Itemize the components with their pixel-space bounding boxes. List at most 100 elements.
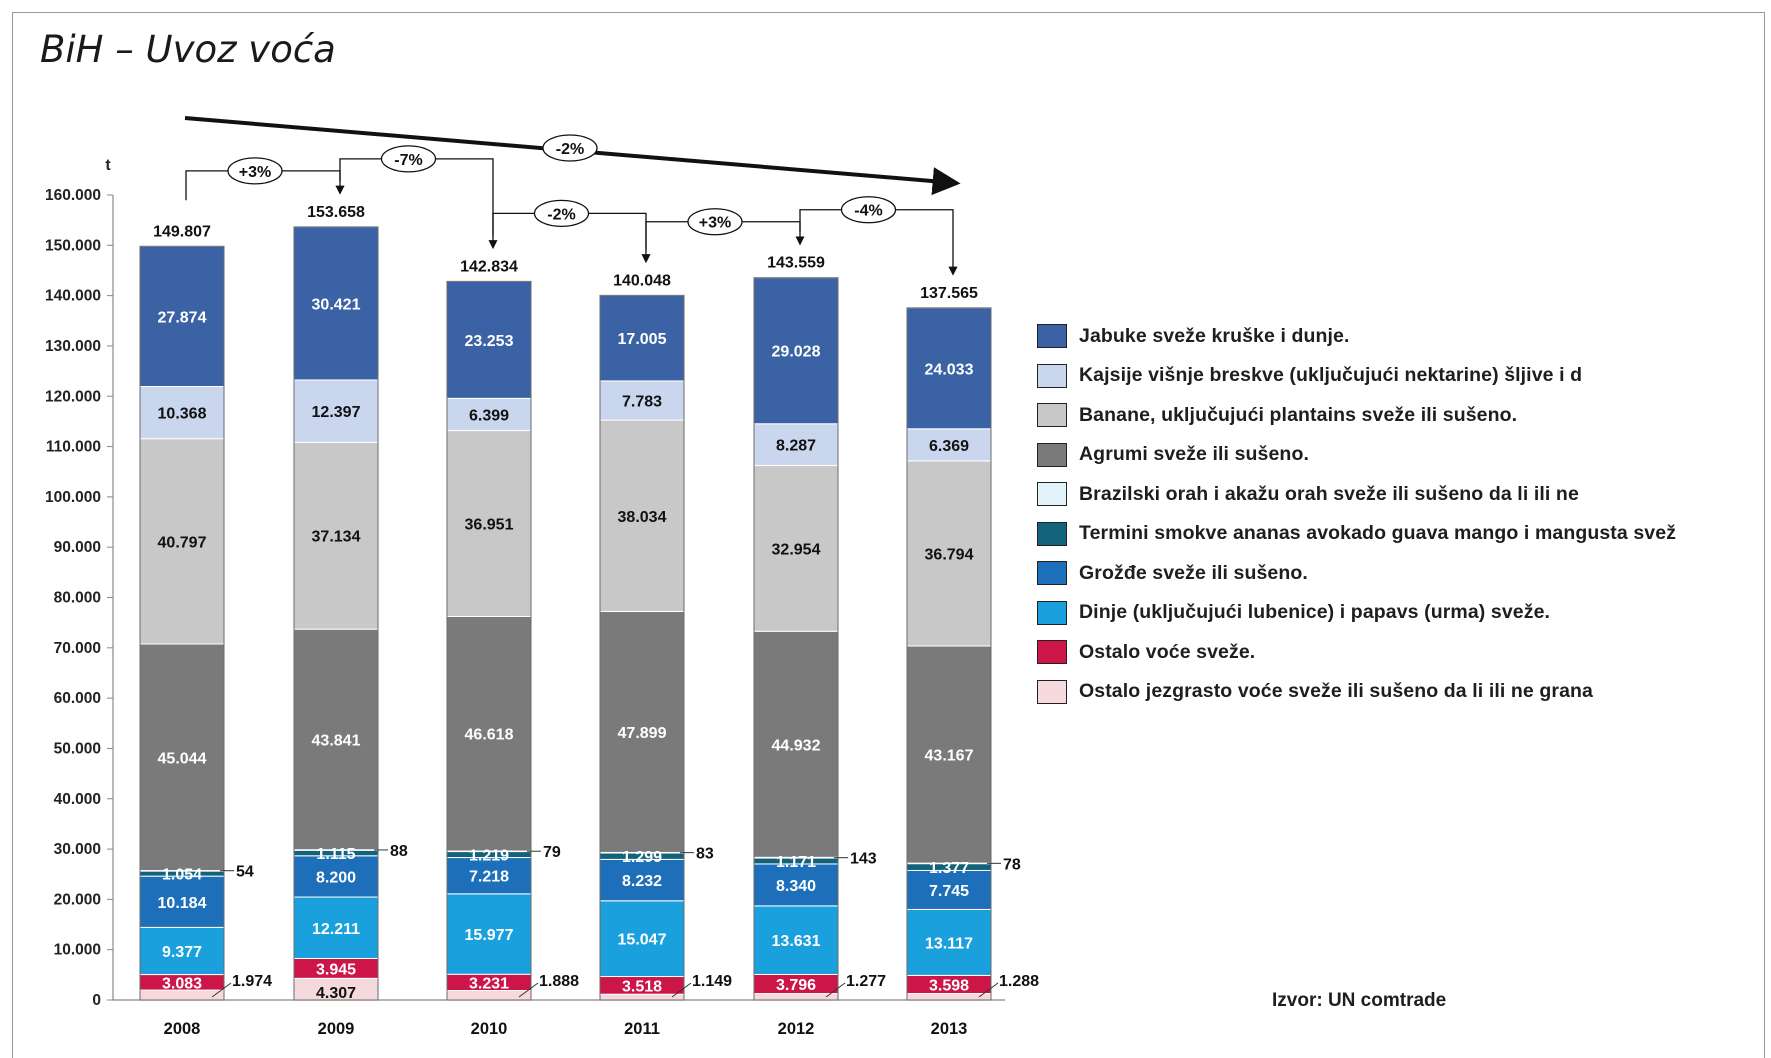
y-tick-label: 160.000 <box>45 187 101 204</box>
bar-value-label: 78 <box>1003 856 1021 873</box>
bar-total-label: 149.807 <box>153 223 211 240</box>
bar-value-label: 15.977 <box>465 927 514 944</box>
bar-outline <box>906 307 992 1001</box>
legend-label: Banane, uključujući plantains sveže ili … <box>1079 403 1518 426</box>
bar-segment <box>599 858 685 902</box>
bar-value-label: 15.047 <box>618 932 667 949</box>
bar-segment <box>293 896 379 959</box>
bar-value-label: 79 <box>543 844 561 861</box>
legend-swatch <box>1037 640 1067 664</box>
bar-segment <box>599 900 685 978</box>
change-badge <box>687 208 743 236</box>
y-tick-label: 100.000 <box>45 489 101 506</box>
legend-swatch <box>1037 442 1067 467</box>
bar-value-label: 12.211 <box>312 921 360 938</box>
y-tick-label: 40.000 <box>54 791 101 808</box>
bar-value-label: 1.974 <box>232 973 272 990</box>
source-note: Izvor: UN comtrade <box>1272 990 1447 1011</box>
legend-item: Grožđe sveže ili sušeno. <box>1037 559 1308 587</box>
bar-segment <box>139 926 225 976</box>
bar-segment <box>753 993 839 1001</box>
bar-segment <box>293 855 379 898</box>
bar-value-label: 43.841 <box>312 732 361 749</box>
bar-value-label: 43.167 <box>925 748 974 765</box>
y-tick-label: 150.000 <box>45 237 101 254</box>
bar-outline <box>599 294 685 1001</box>
bar-value-label: 6.369 <box>929 438 969 455</box>
bar-segment <box>599 419 685 612</box>
bar-value-label: 1.288 <box>999 973 1039 990</box>
bar-value-label: 8.232 <box>622 873 662 890</box>
bar-total-label: 140.048 <box>613 272 671 289</box>
legend-swatch <box>1037 482 1067 506</box>
bar-total-label: 143.559 <box>767 255 825 272</box>
legend-label: Dinje (uključujući lubenice) i papavs (u… <box>1079 601 1551 623</box>
y-tick-label: 10.000 <box>54 942 101 959</box>
bar-value-label: 3.796 <box>776 977 816 994</box>
legend-swatch <box>1037 324 1067 348</box>
bar-value-label: 23.253 <box>465 333 514 350</box>
change-badge <box>380 145 437 173</box>
change-label: -7% <box>394 152 422 169</box>
bar-value-label: 1.377 <box>929 860 969 877</box>
bar-segment <box>906 645 992 864</box>
y-tick-label: 80.000 <box>54 590 101 607</box>
leader-line <box>518 982 539 998</box>
bar-value-label: 1.888 <box>539 973 579 990</box>
legend-item: Ostalo jezgrasto voće sveže ili sušeno d… <box>1037 678 1593 706</box>
bar-value-label: 45.044 <box>158 750 207 767</box>
x-tick-label: 2010 <box>471 1020 508 1038</box>
bar-value-label: 13.631 <box>772 933 821 950</box>
legend-item: Termini smokve ananas avokado guava mang… <box>1037 520 1676 548</box>
bar-value-label: 38.034 <box>618 509 667 526</box>
bar-value-label: 88 <box>390 843 408 860</box>
x-tick-label: 2011 <box>624 1020 660 1038</box>
bar-total-label: 137.565 <box>920 285 978 302</box>
change-label: -4% <box>854 203 882 220</box>
x-tick-label: 2013 <box>931 1020 968 1038</box>
y-tick-label: 70.000 <box>54 640 101 657</box>
y-tick-label: 140.000 <box>45 288 101 305</box>
bar-value-label: 83 <box>696 846 714 863</box>
legend-item: Dinje (uključujući lubenice) i papavs (u… <box>1037 599 1550 627</box>
y-tick-label: 20.000 <box>54 891 101 908</box>
legend-item: Agrumi sveže ili sušeno. <box>1037 441 1309 469</box>
overall-change-label: -2% <box>556 141 584 158</box>
bar-value-label: 47.899 <box>618 725 667 742</box>
bar-total-label: 142.834 <box>460 258 518 275</box>
bar-segment <box>446 280 532 399</box>
bar-value-label: 1.054 <box>162 866 202 883</box>
chart-title: BiH – Uvoz voća <box>40 28 336 71</box>
bar-value-label: 8.340 <box>776 878 816 895</box>
bar-segment <box>446 893 532 975</box>
legend-item: Brazilski orah i akažu orah sveže ili su… <box>1037 480 1579 508</box>
y-tick-label: 120.000 <box>45 388 101 405</box>
y-tick-label: 50.000 <box>54 740 101 757</box>
bar-value-label: 3.518 <box>622 978 662 995</box>
change-badge <box>840 196 897 224</box>
bar-value-label: 4.307 <box>316 985 356 1002</box>
bar-value-label: 13.117 <box>925 935 973 952</box>
legend-swatch <box>1037 521 1067 546</box>
y-tick-label: 30.000 <box>54 841 101 858</box>
legend-swatch <box>1037 600 1067 625</box>
change-label: +3% <box>699 215 731 232</box>
x-tick-label: 2009 <box>318 1020 355 1038</box>
bar-value-label: 30.421 <box>312 296 361 313</box>
legend-label: Brazilski orah i akažu orah sveže ili su… <box>1079 482 1579 505</box>
bar-value-label: 40.797 <box>158 534 207 551</box>
bar-segment <box>753 863 839 907</box>
bar-segment <box>753 905 839 975</box>
chart-frame <box>12 12 1765 1058</box>
change-label: +3% <box>239 164 271 181</box>
legend-label: Jabuke sveže kruške i dunje. <box>1079 324 1350 347</box>
bar-value-label: 17.005 <box>618 331 667 348</box>
y-axis-label: t <box>105 157 111 174</box>
legend-label: Ostalo jezgrasto voće sveže ili sušeno d… <box>1079 680 1593 702</box>
bar-value-label: 10.184 <box>158 895 207 912</box>
bar-value-label: 3.598 <box>929 977 969 994</box>
y-tick-label: 110.000 <box>46 439 101 456</box>
change-badge <box>227 157 283 185</box>
change-label: -2% <box>547 206 575 223</box>
